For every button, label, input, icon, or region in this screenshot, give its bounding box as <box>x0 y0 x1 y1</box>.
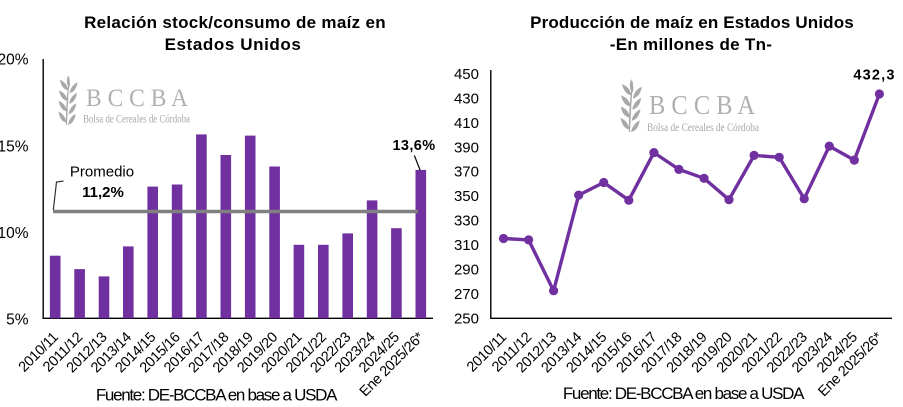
svg-text:390: 390 <box>454 139 479 156</box>
svg-text:B C C B A: B C C B A <box>86 85 188 112</box>
svg-text:370: 370 <box>454 164 479 181</box>
svg-text:290: 290 <box>454 262 479 279</box>
svg-text:Promedio: Promedio <box>70 164 134 181</box>
svg-text:11,2%: 11,2% <box>82 184 124 201</box>
svg-text:5%: 5% <box>6 312 29 329</box>
svg-text:310: 310 <box>454 237 479 254</box>
svg-text:Estados Unidos: Estados Unidos <box>165 35 302 54</box>
svg-text:-En millones de Tn-: -En millones de Tn- <box>610 35 773 54</box>
svg-text:Producción de maíz en Estados: Producción de maíz en Estados Unidos <box>530 13 854 32</box>
svg-text:Relación stock/consumo de maíz: Relación stock/consumo de maíz en <box>84 13 386 32</box>
svg-text:450: 450 <box>454 66 479 83</box>
svg-text:250: 250 <box>454 310 479 327</box>
svg-text:Bolsa de Cereales de Córdoba: Bolsa de Cereales de Córdoba <box>647 122 759 134</box>
svg-text:432,3: 432,3 <box>853 67 895 83</box>
svg-text:270: 270 <box>454 286 479 303</box>
svg-text:13,6%: 13,6% <box>392 138 435 154</box>
svg-text:430: 430 <box>454 90 479 107</box>
svg-text:Fuente: DE-BCCBA en base a USD: Fuente: DE-BCCBA en base a USDA <box>96 386 338 405</box>
svg-text:330: 330 <box>454 213 479 230</box>
svg-text:Fuente: DE-BCCBA en base a USD: Fuente: DE-BCCBA en base a USDA <box>563 384 805 403</box>
svg-text:B C C B A: B C C B A <box>649 89 755 120</box>
svg-text:20%: 20% <box>0 52 29 69</box>
svg-text:Bolsa de Cereales de Córdoba: Bolsa de Cereales de Córdoba <box>83 114 190 126</box>
svg-text:350: 350 <box>454 188 479 205</box>
svg-text:15%: 15% <box>0 138 29 155</box>
svg-text:10%: 10% <box>0 225 29 242</box>
svg-text:410: 410 <box>454 115 479 132</box>
